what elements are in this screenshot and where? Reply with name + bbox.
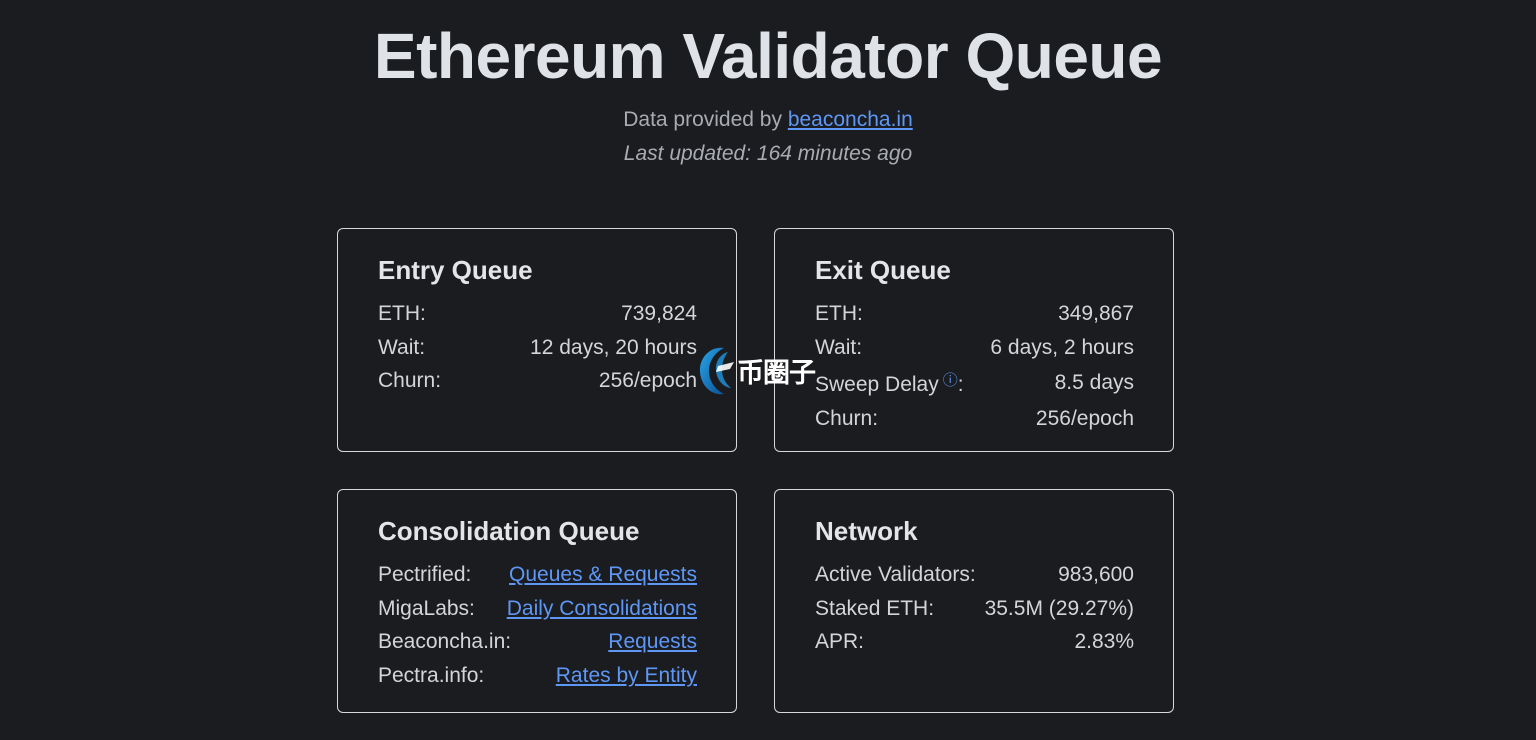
exit-queue-title: Exit Queue xyxy=(815,255,951,285)
pectrified-row: Pectrified: Queues & Requests xyxy=(378,558,697,592)
row-label: APR: xyxy=(815,630,865,654)
entry-queue-title: Entry Queue xyxy=(378,255,533,285)
exit-churn-row: Churn: 256/epoch xyxy=(815,402,1134,436)
entry-churn-row: Churn: 256/epoch xyxy=(378,364,697,398)
info-icon[interactable]: ⓘ xyxy=(942,372,958,390)
data-provider-line: Data provided by beaconcha.in xyxy=(0,108,1536,132)
exit-eth-row: ETH: 349,867 xyxy=(815,297,1134,331)
row-label: MigaLabs: xyxy=(378,596,475,620)
row-value: 6 days, 2 hours xyxy=(990,335,1134,359)
sweep-delay-label-group: Sweep Delay ⓘ: xyxy=(815,364,964,402)
exit-queue-card: Exit Queue ETH: 349,867 Wait: 6 days, 2 … xyxy=(774,228,1174,452)
migalabs-row: MigaLabs: Daily Consolidations xyxy=(378,592,697,626)
row-value: 35.5M (29.27%) xyxy=(984,596,1134,620)
pectra-info-row: Pectra.info: Rates by Entity xyxy=(378,659,697,693)
row-label: Wait: xyxy=(815,335,863,359)
row-label: Staked ETH: xyxy=(815,596,935,620)
network-card: Network Active Validators: 983,600 Stake… xyxy=(774,489,1174,713)
row-label: Sweep Delay xyxy=(815,373,939,397)
row-label: ETH: xyxy=(815,302,863,325)
last-updated-text: Last updated: 164 minutes ago xyxy=(623,142,913,165)
row-value: 739,824 xyxy=(621,302,697,325)
row-label: Active Validators: xyxy=(815,563,976,586)
apr-row: APR: 2.83% xyxy=(815,625,1134,659)
row-label: Churn: xyxy=(378,369,442,393)
row-value: 983,600 xyxy=(1058,563,1134,586)
row-value: 256/epoch xyxy=(1035,407,1134,431)
exit-wait-row: Wait: 6 days, 2 hours xyxy=(815,331,1134,365)
daily-consolidations-link[interactable]: Daily Consolidations xyxy=(506,596,697,620)
row-label: Beaconcha.in: xyxy=(378,630,512,654)
entry-wait-row: Wait: 12 days, 20 hours xyxy=(378,331,697,365)
row-value: 349,867 xyxy=(1058,302,1134,325)
beaconchain-link[interactable]: beaconcha.in xyxy=(787,108,913,131)
page-title: Ethereum Validator Queue xyxy=(373,20,1163,92)
row-label: Churn: xyxy=(815,407,879,431)
consolidation-queue-title: Consolidation Queue xyxy=(378,516,640,546)
network-title: Network xyxy=(815,516,918,546)
row-value: 256/epoch xyxy=(598,369,697,393)
row-label: ETH: xyxy=(378,302,426,325)
row-value: 2.83% xyxy=(1074,630,1134,654)
row-value: 8.5 days xyxy=(1054,371,1134,395)
entry-queue-card: Entry Queue ETH: 739,824 Wait: 12 days, … xyxy=(337,228,737,452)
active-validators-row: Active Validators: 983,600 xyxy=(815,558,1134,592)
provided-by-text: Data provided by xyxy=(623,108,782,131)
entry-eth-row: ETH: 739,824 xyxy=(378,297,697,331)
exit-sweep-delay-row: Sweep Delay ⓘ: 8.5 days xyxy=(815,364,1134,402)
row-label: Pectrified: xyxy=(378,563,472,586)
requests-link[interactable]: Requests xyxy=(608,630,697,654)
row-label: Wait: xyxy=(378,335,426,359)
beaconchain-row: Beaconcha.in: Requests xyxy=(378,625,697,659)
staked-eth-row: Staked ETH: 35.5M (29.27%) xyxy=(815,592,1134,626)
row-label-suffix: : xyxy=(957,373,964,397)
queues-requests-link[interactable]: Queues & Requests xyxy=(509,563,697,586)
rates-by-entity-link[interactable]: Rates by Entity xyxy=(555,664,697,688)
consolidation-queue-card: Consolidation Queue Pectrified: Queues &… xyxy=(337,489,737,713)
row-value: 12 days, 20 hours xyxy=(530,335,697,359)
row-label: Pectra.info: xyxy=(378,664,485,688)
